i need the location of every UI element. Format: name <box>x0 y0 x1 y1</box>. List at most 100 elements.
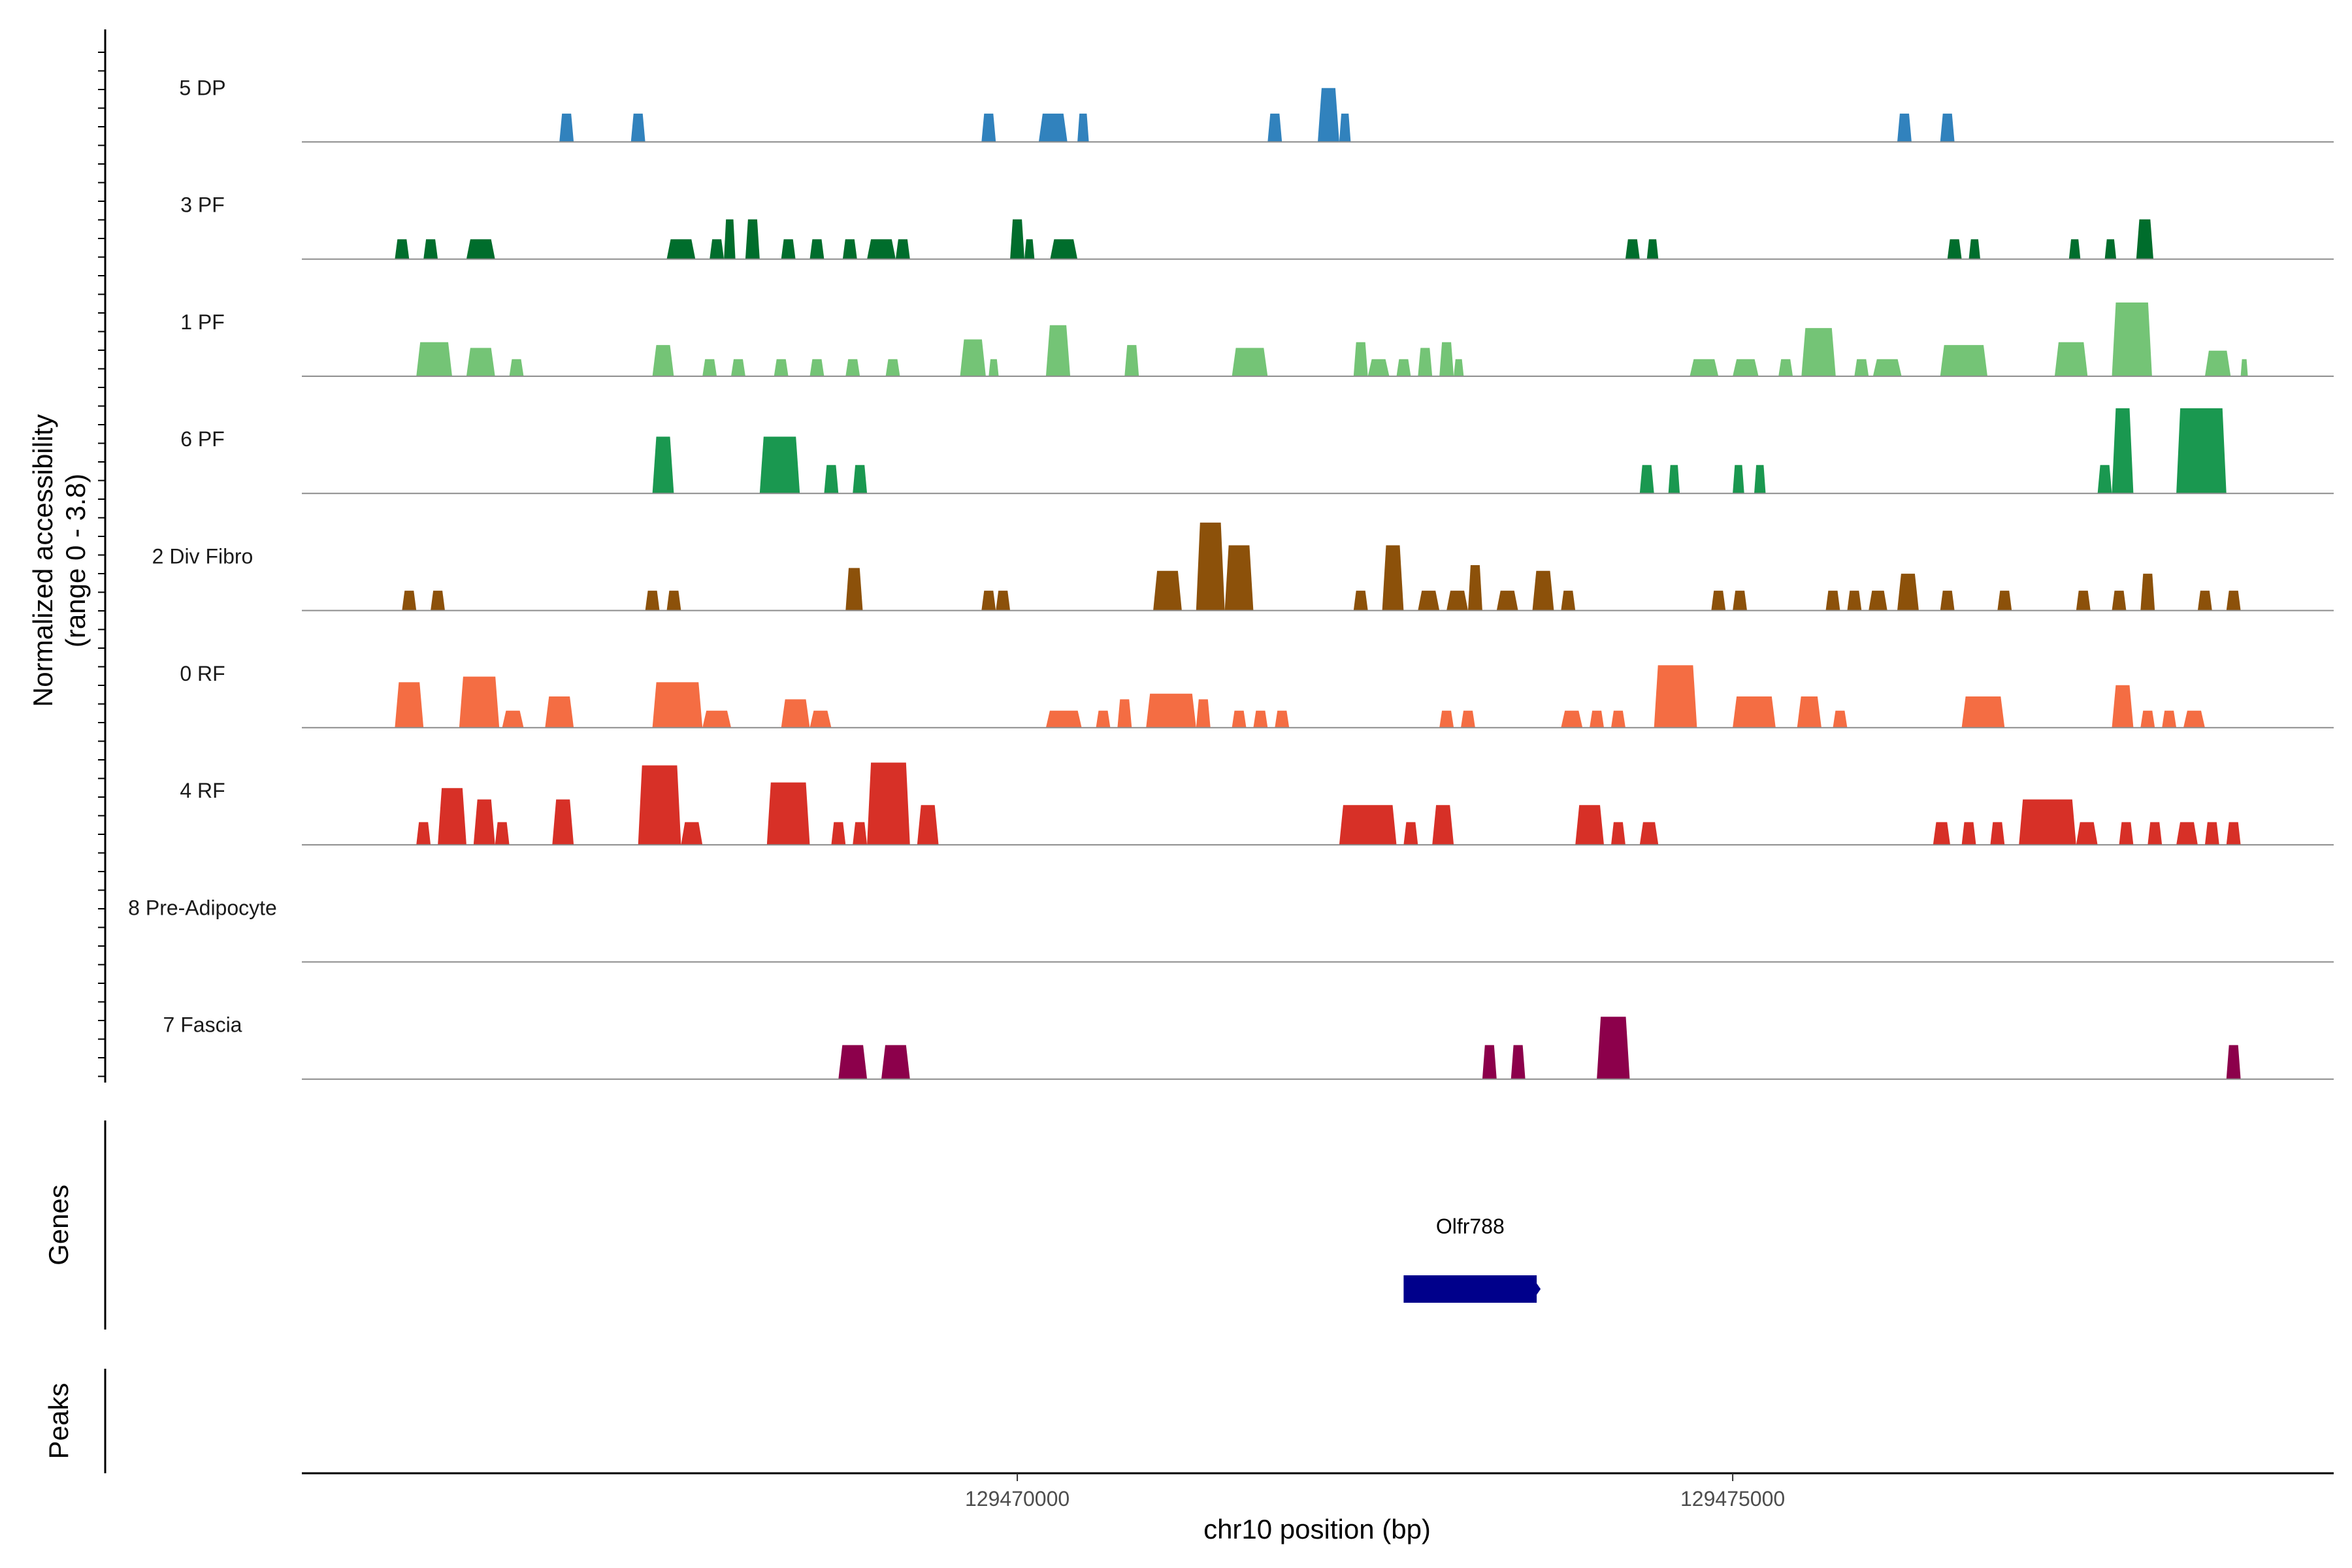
x-axis-title: chr10 position (bp) <box>1203 1514 1431 1544</box>
coverage-peak <box>1232 710 1247 728</box>
coverage-peak <box>438 788 466 845</box>
coverage-peak <box>881 1045 910 1079</box>
coverage-peak <box>781 239 796 259</box>
coverage-peak <box>781 699 810 728</box>
coverage-peak <box>1045 325 1071 376</box>
coverage-peak <box>1010 219 1024 259</box>
coverage-peak <box>1096 710 1111 728</box>
coverage-peak <box>1940 345 1987 376</box>
coverage-peak <box>1124 345 1139 376</box>
coverage-peak <box>1947 239 1962 259</box>
coverage-peak <box>416 822 431 845</box>
coverage-peak <box>1403 822 1418 845</box>
coverage-peak <box>917 805 939 845</box>
coverage-peak <box>1561 591 1576 611</box>
coverage-peak <box>1611 710 1625 728</box>
coverage-peak <box>1646 239 1659 259</box>
coverage-peak <box>1869 591 1887 611</box>
coverage-peak <box>774 359 789 376</box>
coverage-peak <box>1439 342 1454 376</box>
track-label: 2 Div Fibro <box>152 545 253 568</box>
coverage-peak <box>1575 805 1604 845</box>
coverage-peak <box>1468 565 1482 611</box>
y-axis-minor-ticks <box>98 52 105 1077</box>
coverage-peak <box>459 676 500 728</box>
coverage-peak <box>1625 239 1640 259</box>
coverage-peak <box>1733 591 1747 611</box>
coverage-peak <box>1797 696 1821 728</box>
coverage-peak <box>1990 822 2005 845</box>
coverage-peak <box>724 219 736 259</box>
coverage-peak <box>1668 465 1680 494</box>
coverage-peak <box>1733 696 1776 728</box>
coverage-peak <box>1654 665 1697 728</box>
coverage-peak <box>809 359 825 376</box>
coverage-peak <box>466 348 495 376</box>
coverage-peak <box>1532 570 1554 611</box>
coverage-peak <box>1024 239 1035 259</box>
coverage-peak <box>2204 350 2231 376</box>
gene-annotation-panel: Olfr788 <box>1403 1215 1541 1303</box>
coverage-peak <box>996 591 1011 611</box>
coverage-peak <box>1196 699 1211 728</box>
coverage-peak <box>981 591 996 611</box>
coverage-peak <box>502 710 524 728</box>
coverage-peak <box>1597 1017 1630 1079</box>
track-2: 1 PF <box>180 302 2334 377</box>
coverage-peak <box>1733 359 1759 376</box>
coverage-peak <box>2112 591 2127 611</box>
coverage-peak <box>423 239 438 259</box>
coverage-peak <box>2136 219 2153 259</box>
coverage-peak <box>1872 359 1902 376</box>
coverage-peak <box>809 710 832 728</box>
coverage-peak <box>1196 522 1225 611</box>
track-6: 4 RF <box>180 762 2334 846</box>
coverage-peak <box>416 342 452 376</box>
coverage-peak <box>1933 822 1950 845</box>
coverage-peak <box>2112 302 2152 376</box>
coverage-peak <box>1267 113 1282 142</box>
coverage-peak <box>2162 710 2177 728</box>
coverage-peak <box>885 359 900 376</box>
coverage-peak <box>402 591 417 611</box>
coverage-peak <box>1590 710 1604 728</box>
track-label: 7 Fascia <box>163 1013 242 1037</box>
coverage-peak <box>509 359 524 376</box>
coverage-peak <box>1511 1045 1526 1079</box>
coverage-peak <box>1961 696 2005 728</box>
coverage-peak <box>838 1045 868 1079</box>
coverage-peak <box>2076 591 2091 611</box>
coverage-peak <box>2104 239 2117 259</box>
coverage-peak <box>988 359 999 376</box>
coverage-peak <box>1968 239 1980 259</box>
x-tick-label: 129470000 <box>965 1487 1070 1511</box>
coverage-peak <box>2076 822 2098 845</box>
coverage-peak <box>960 339 986 376</box>
coverage-peak <box>552 799 574 845</box>
gene-label: Olfr788 <box>1436 1215 1505 1238</box>
track-7: 8 Pre-Adipocyte <box>128 896 2334 963</box>
coverage-peak <box>759 436 800 494</box>
coverage-peak <box>2226 1045 2241 1079</box>
coverage-tracks: 5 DP 3 PF 1 PF 6 PF 2 Div Fibro 0 RF 4 RF 8 Pre… <box>128 76 2334 1080</box>
coverage-peak <box>1418 348 1433 376</box>
coverage-peak <box>2112 685 2134 728</box>
coverage-peak <box>466 239 495 259</box>
coverage-peak <box>2148 822 2163 845</box>
coverage-peak <box>702 710 731 728</box>
coverage-peak <box>981 113 996 142</box>
coverage-peak <box>1339 113 1351 142</box>
coverage-peak <box>1496 591 1518 611</box>
coverage-peak <box>666 591 681 611</box>
coverage-peak <box>1897 574 1919 611</box>
coverage-peak <box>1690 359 1719 376</box>
peaks-panel-title: Peaks <box>43 1383 74 1460</box>
coverage-peak <box>1711 591 1726 611</box>
coverage-peak <box>1382 545 1404 611</box>
coverage-peak <box>495 822 510 845</box>
coverage-peak <box>1847 591 1862 611</box>
track-label: 6 PF <box>180 427 225 451</box>
coverage-peak <box>1961 822 1976 845</box>
track-label: 5 DP <box>179 76 225 99</box>
